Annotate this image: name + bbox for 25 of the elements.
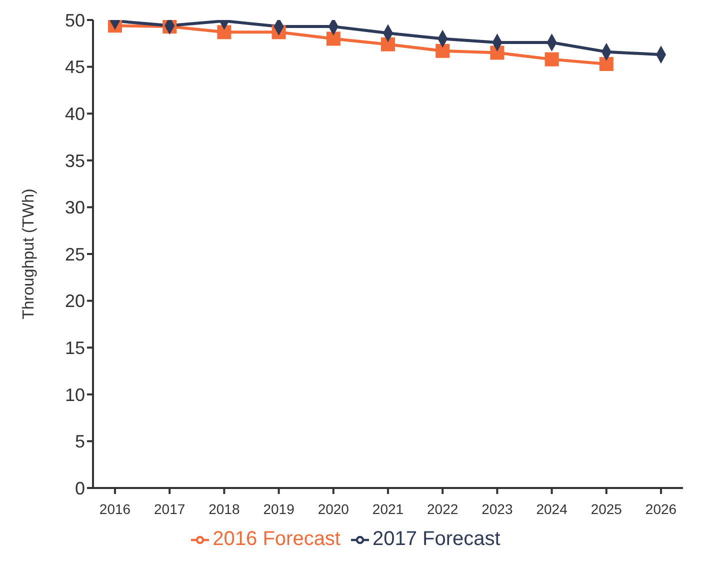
- y-tick-label: 40: [64, 104, 85, 124]
- legend-label: 2016 Forecast: [212, 528, 340, 550]
- y-tick-label: 15: [64, 338, 85, 358]
- x-tick-label: 2016: [99, 500, 131, 517]
- y-tick-label: 45: [64, 57, 85, 78]
- y-tick-label: 10: [64, 384, 85, 405]
- x-tick-label: 2017: [154, 500, 186, 517]
- y-tick-label: 30: [64, 198, 85, 218]
- x-tick-label: 2026: [645, 500, 677, 517]
- x-tick-label: 2021: [372, 500, 404, 517]
- y-tick-label: 0: [74, 478, 85, 498]
- x-tick-label: 2020: [318, 500, 350, 517]
- x-tick-label: 2019: [263, 500, 295, 517]
- x-tick-label: 2024: [536, 500, 568, 517]
- x-tick-label: 2022: [427, 500, 458, 517]
- x-tick-label: 2018: [208, 500, 240, 517]
- y-tick-label: 5: [74, 432, 85, 452]
- y-tick-label: 50: [64, 10, 85, 30]
- y-tick-label: 25: [64, 244, 85, 264]
- x-tick-label: 2023: [482, 500, 513, 517]
- x-tick-label: 2025: [590, 500, 622, 517]
- legend-label: 2017 Forecast: [372, 528, 500, 550]
- y-tick-label: 35: [64, 150, 85, 171]
- y-axis-title: Throughput (TWh): [20, 188, 38, 320]
- y-tick-label: 20: [64, 291, 85, 312]
